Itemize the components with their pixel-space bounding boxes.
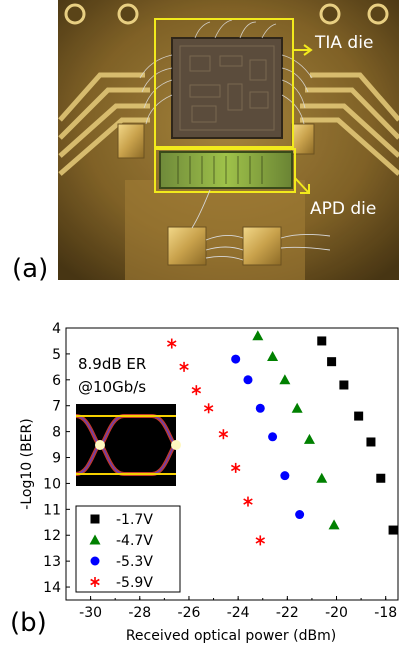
point-square <box>366 437 376 447</box>
point-triangle <box>316 472 328 483</box>
x-tick-label: -30 <box>79 605 102 621</box>
y-ticks: 4 5 6 7 8 9 10 11 12 13 14 <box>43 321 70 596</box>
point-triangle <box>328 519 340 530</box>
legend: -1.7V -4.7V -5.3V -5.9V <box>75 505 181 593</box>
y-tick-label: 11 <box>43 502 61 518</box>
point-star <box>255 535 266 546</box>
point-square <box>317 336 327 346</box>
point-triangle <box>291 402 303 413</box>
point-star <box>218 429 229 440</box>
legend-label: -1.7V <box>116 512 153 528</box>
point-triangle <box>252 330 264 341</box>
point-circle <box>243 375 253 385</box>
panel-b-label: (b) <box>10 608 47 638</box>
point-square <box>388 525 398 535</box>
y-tick-label: 5 <box>52 347 61 363</box>
point-square <box>376 473 386 483</box>
x-tick-label: -28 <box>128 605 151 621</box>
x-axis-title: Received optical power (dBm) <box>126 628 336 644</box>
point-star <box>167 338 177 349</box>
extinction-ratio-label: 8.9dB ER <box>78 355 147 373</box>
ber-chart: -30 -28 -26 -24 -22 -20 -18 4 5 6 7 8 9 10 11 12 13 14 -… <box>19 321 399 644</box>
data-points <box>167 330 398 546</box>
x-tick-label: -22 <box>276 605 299 621</box>
legend-marker-triangle <box>89 534 101 545</box>
x-tick-label: -18 <box>374 605 397 621</box>
y-tick-label: 9 <box>52 451 61 467</box>
legend-label: -5.3V <box>116 554 153 570</box>
y-axis-title: -Log10 (BER) <box>19 418 35 509</box>
point-square <box>354 411 364 421</box>
point-square <box>339 380 349 390</box>
apd-die-label: APD die <box>310 199 377 219</box>
point-triangle <box>303 433 315 444</box>
y-tick-label: 14 <box>43 580 61 596</box>
legend-label: -5.9V <box>116 575 153 591</box>
point-circle <box>295 510 305 520</box>
point-star <box>191 385 202 396</box>
point-circle <box>268 432 278 442</box>
y-tick-label: 7 <box>52 399 61 415</box>
tia-die-label: TIA die <box>315 33 374 53</box>
point-star <box>230 462 241 473</box>
x-tick-label: -26 <box>178 605 201 621</box>
y-tick-label: 4 <box>52 321 61 337</box>
point-circle <box>231 354 241 364</box>
x-tick-label: -20 <box>325 605 348 621</box>
point-triangle <box>267 350 279 361</box>
y-tick-label: 12 <box>43 528 61 544</box>
y-tick-label: 8 <box>52 425 61 441</box>
point-square <box>327 357 337 367</box>
point-circle <box>255 403 265 413</box>
legend-marker-square <box>90 514 100 524</box>
x-ticks: -30 -28 -26 -24 -22 -20 -18 <box>65 596 397 621</box>
legend-marker-star <box>90 577 100 587</box>
y-tick-label: 6 <box>52 373 61 389</box>
legend-label: -4.7V <box>116 533 153 549</box>
point-star <box>203 403 214 414</box>
legend-marker-circle <box>90 556 100 566</box>
point-star <box>179 361 189 372</box>
eye-diagram-inset <box>75 404 181 486</box>
y-tick-label: 13 <box>43 554 61 570</box>
chip-photo <box>58 0 399 280</box>
point-circle <box>280 471 290 481</box>
point-triangle <box>279 374 291 385</box>
data-rate-label: @10Gb/s <box>78 378 147 396</box>
x-tick-label: -24 <box>227 605 250 621</box>
point-star <box>243 496 253 507</box>
panel-a-label: (a) <box>12 254 49 284</box>
y-tick-label: 10 <box>43 476 61 492</box>
